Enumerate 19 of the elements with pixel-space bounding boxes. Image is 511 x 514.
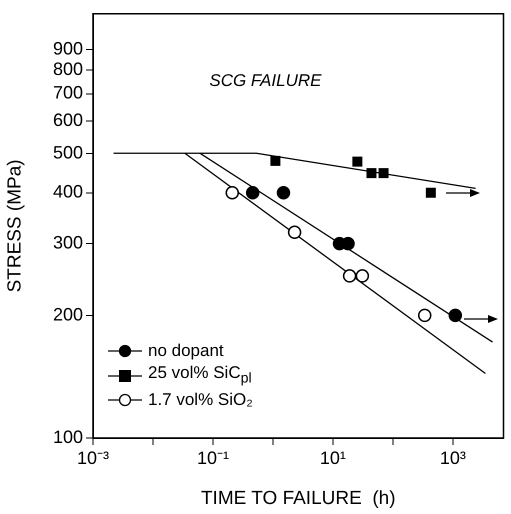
x-axis-title: TIME TO FAILURE (h) [200, 488, 396, 509]
y-tick-label: 800 [52, 59, 83, 80]
y-tick-label: 900 [52, 38, 83, 58]
y-tick-label: 100 [52, 426, 83, 447]
y-tick-label: 300 [52, 232, 83, 253]
y-tick-label: 400 [52, 182, 83, 202]
y-tick-label: 500 [52, 142, 83, 162]
y-tick-label: 600 [52, 110, 83, 130]
x-tick-label: 10³ [440, 448, 466, 468]
legend-label: 25 vol% SiC$_{pl}$ [148, 362, 252, 388]
legend-label: no dopant [148, 340, 224, 362]
x-tick-label: 10⁻¹ [196, 448, 229, 468]
y-tick-label: 700 [52, 82, 83, 103]
annotation: SCG FAILURE [209, 70, 322, 90]
x-tick-label: 10⁻³ [76, 448, 110, 468]
y-axis-title: STRESS (MPa) [4, 159, 26, 292]
y-tick-label: 200 [52, 304, 83, 324]
legend-label: 1.7 vol% SiO₂ [148, 389, 253, 412]
x-tick-label: 10¹ [320, 448, 346, 468]
